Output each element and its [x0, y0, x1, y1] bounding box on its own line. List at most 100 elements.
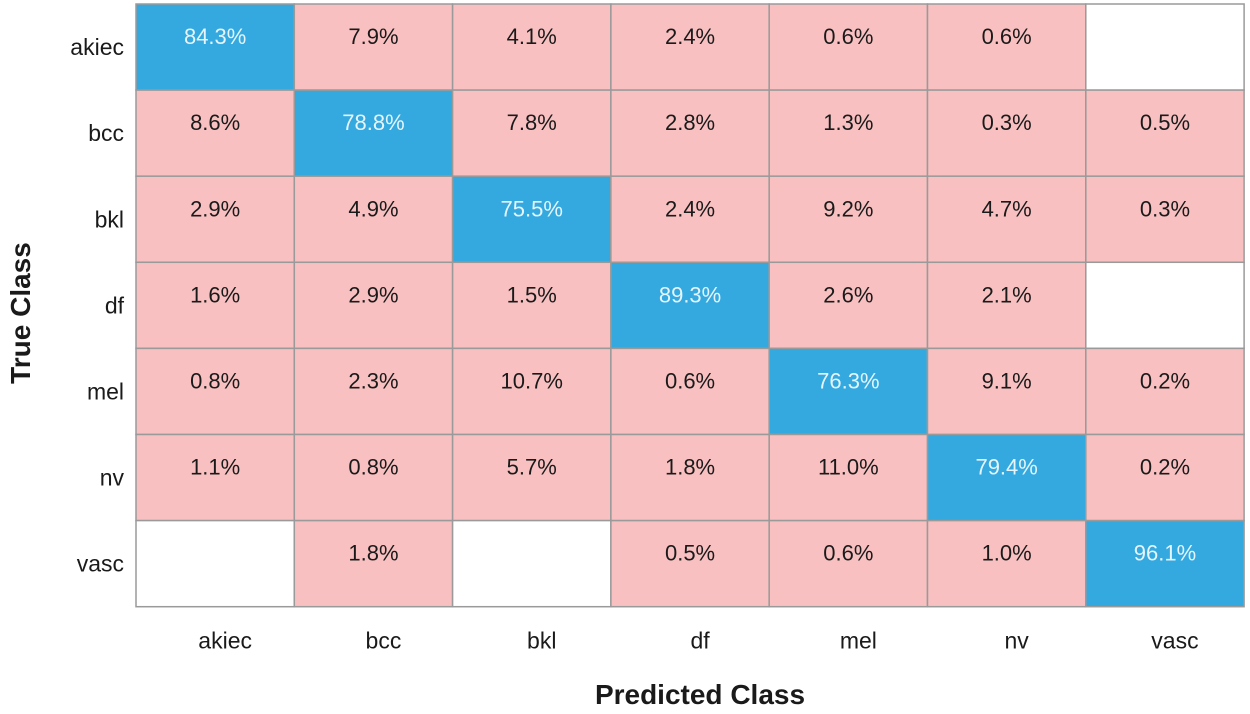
- matrix-cell-nv-mel: [768, 433, 929, 522]
- cell-value-label: 0.6%: [823, 24, 873, 49]
- cell-value-label: 7.9%: [348, 24, 398, 49]
- cell-value-label: 0.3%: [1140, 196, 1190, 221]
- matrix-cell-nv-bcc: [293, 433, 454, 522]
- cell-value-label: 9.2%: [823, 196, 873, 221]
- matrix-cell-bkl-df: [610, 175, 770, 264]
- column-label-vasc: vasc: [1151, 628, 1198, 654]
- matrix-cell-vasc-vasc: [1085, 519, 1245, 608]
- cell-value-label: 2.4%: [665, 196, 715, 221]
- matrix-cell-akiec-bcc: [293, 3, 454, 91]
- matrix-cell-bkl-akiec: [135, 175, 296, 264]
- cell-value-label: 4.7%: [982, 196, 1032, 221]
- column-label-bcc: bcc: [366, 628, 402, 654]
- cell-value-label: 1.8%: [665, 455, 715, 480]
- matrix-cell-mel-vasc: [1085, 347, 1245, 436]
- cell-value-label: 76.3%: [817, 368, 879, 393]
- matrix-cell-df-bcc: [293, 261, 454, 350]
- cell-value-label: 78.8%: [342, 110, 404, 135]
- cell-value-label: 1.5%: [507, 282, 557, 307]
- matrix-cell-nv-nv: [926, 433, 1087, 522]
- cell-value-label: 0.6%: [665, 368, 715, 393]
- cell-value-label: 0.5%: [665, 541, 715, 566]
- y-axis-title: True Class: [5, 242, 36, 384]
- matrix-cell-df-vasc: [1085, 261, 1245, 350]
- column-label-akiec: akiec: [198, 628, 252, 654]
- column-label-mel: mel: [840, 628, 877, 654]
- column-label-nv: nv: [1005, 628, 1030, 654]
- column-label-bkl: bkl: [527, 628, 556, 654]
- cell-value-label: 79.4%: [975, 455, 1037, 480]
- matrix-cell-mel-akiec: [135, 347, 296, 436]
- cell-value-label: 1.1%: [190, 455, 240, 480]
- matrix-cell-bkl-mel: [768, 175, 929, 264]
- cell-value-label: 0.5%: [1140, 110, 1190, 135]
- matrix-cell-akiec-akiec: [135, 3, 296, 91]
- matrix-cell-bcc-vasc: [1085, 89, 1245, 177]
- matrix-cell-akiec-mel: [768, 3, 929, 91]
- matrix-cell-vasc-df: [610, 519, 770, 608]
- matrix-cell-bkl-vasc: [1085, 175, 1245, 264]
- cell-value-label: 0.2%: [1140, 368, 1190, 393]
- matrix-cell-akiec-nv: [926, 3, 1087, 91]
- row-label-mel: mel: [87, 378, 124, 404]
- matrix-cell-bcc-bcc: [293, 89, 454, 177]
- cell-value-label: 0.6%: [823, 541, 873, 566]
- cell-value-label: 0.3%: [982, 110, 1032, 135]
- row-label-df: df: [105, 292, 125, 318]
- cell-value-label: 0.2%: [1140, 455, 1190, 480]
- matrix-cell-akiec-df: [610, 3, 770, 91]
- cell-value-label: 75.5%: [501, 196, 563, 221]
- cell-value-label: 96.1%: [1134, 541, 1196, 566]
- matrix-cell-bkl-nv: [926, 175, 1087, 264]
- cell-value-label: 4.9%: [348, 196, 398, 221]
- matrix-cell-bcc-df: [610, 89, 770, 177]
- matrix-cell-vasc-bkl: [451, 519, 612, 608]
- matrix-cells: 84.3% 7.9% 4.1% 2.4% 0.6% 0.6% 8.6% 78.8% 7.8% 2.…: [135, 3, 1245, 608]
- matrix-cell-nv-vasc: [1085, 433, 1245, 522]
- row-label-vasc: vasc: [77, 551, 124, 577]
- matrix-cell-mel-mel: [768, 347, 929, 436]
- cell-value-label: 8.6%: [190, 110, 240, 135]
- matrix-cell-df-mel: [768, 261, 929, 350]
- cell-value-label: 0.8%: [348, 455, 398, 480]
- cell-value-label: 0.6%: [982, 24, 1032, 49]
- row-label-bkl: bkl: [95, 206, 124, 232]
- matrix-cell-mel-bkl: [451, 347, 612, 436]
- cell-value-label: 2.9%: [348, 282, 398, 307]
- cell-value-label: 1.8%: [348, 541, 398, 566]
- column-label-df: df: [690, 628, 710, 654]
- cell-value-label: 5.7%: [507, 455, 557, 480]
- cell-value-label: 2.9%: [190, 196, 240, 221]
- cell-value-label: 2.8%: [665, 110, 715, 135]
- cell-value-label: 7.8%: [507, 110, 557, 135]
- matrix-cell-df-bkl: [451, 261, 612, 350]
- cell-value-label: 2.6%: [823, 282, 873, 307]
- cell-value-label: 89.3%: [659, 282, 721, 307]
- cell-value-label: 2.4%: [665, 24, 715, 49]
- matrix-cell-vasc-bcc: [293, 519, 454, 608]
- cell-value-label: 10.7%: [501, 368, 563, 393]
- cell-value-label: 11.0%: [818, 455, 879, 480]
- x-axis-title: Predicted Class: [595, 679, 805, 710]
- matrix-cell-nv-df: [610, 433, 770, 522]
- cell-value-label: 1.0%: [982, 541, 1032, 566]
- column-tick-labels: akiec bcc bkl df mel nv vasc: [198, 628, 1198, 654]
- row-tick-labels: akiec bcc bkl df mel nv vasc: [70, 34, 124, 577]
- matrix-cell-akiec-vasc: [1085, 3, 1245, 91]
- matrix-cell-akiec-bkl: [451, 3, 612, 91]
- row-label-akiec: akiec: [70, 34, 124, 60]
- cell-value-label: 0.8%: [190, 368, 240, 393]
- matrix-cell-bcc-nv: [926, 89, 1087, 177]
- matrix-cell-nv-bkl: [451, 433, 612, 522]
- row-label-nv: nv: [100, 465, 125, 491]
- matrix-cell-vasc-akiec: [135, 519, 296, 608]
- cell-value-label: 84.3%: [184, 24, 246, 49]
- cell-value-label: 9.1%: [982, 368, 1032, 393]
- matrix-cell-bkl-bkl: [451, 175, 612, 264]
- row-label-bcc: bcc: [88, 120, 124, 146]
- matrix-cell-vasc-mel: [768, 519, 929, 608]
- cell-value-label: 2.3%: [348, 368, 398, 393]
- cell-value-label: 1.3%: [823, 110, 873, 135]
- cell-value-label: 4.1%: [507, 24, 557, 49]
